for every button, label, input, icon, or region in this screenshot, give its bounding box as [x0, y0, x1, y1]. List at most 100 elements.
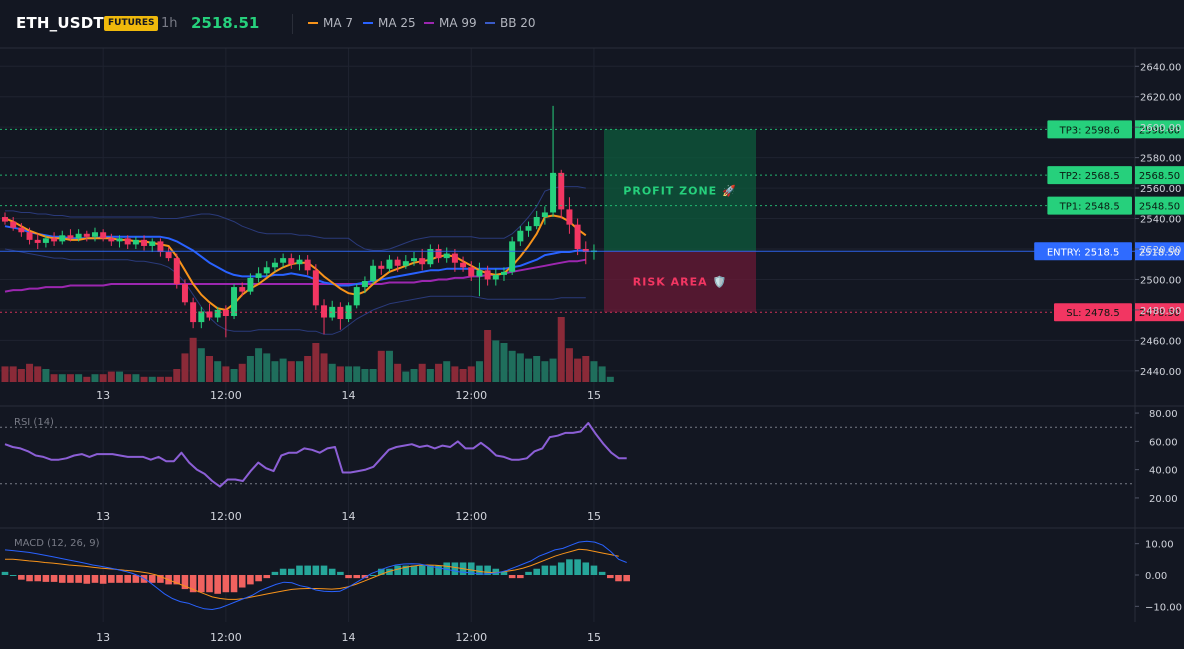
volume-bar [328, 363, 336, 382]
symbol-name[interactable]: ETH_USDT [16, 14, 104, 32]
volume-bar [9, 366, 17, 382]
candle-body [419, 258, 426, 265]
level-tag [1054, 303, 1132, 322]
volume-bar [467, 366, 475, 382]
candle-body [492, 274, 499, 280]
chart-header: ETH_USDT FUTURES 1h 2518.51 MA 7 MA 25 M… [0, 0, 1184, 48]
macd-histogram-bar [214, 575, 221, 594]
timeframe-label[interactable]: 1h [161, 16, 178, 31]
level-price-tag [1135, 303, 1184, 322]
macd-histogram-bar [566, 559, 573, 575]
macd-histogram-bar [345, 575, 352, 579]
legend-bb20[interactable]: BB 20 [485, 16, 536, 30]
main-time-label: 15 [587, 389, 601, 402]
volume-bar [214, 361, 222, 382]
macd-histogram-bar [206, 575, 213, 593]
legend-ma99[interactable]: MA 99 [424, 16, 477, 30]
level-price-label: 2598.60 [1139, 125, 1180, 136]
price-axis-label: 2600.00 [1140, 123, 1181, 134]
header-divider [292, 14, 293, 34]
volume-bar [181, 353, 189, 382]
candle-body [566, 209, 573, 225]
macd-histogram-bar [263, 575, 271, 579]
legend-ma25[interactable]: MA 25 [363, 16, 416, 30]
macd-histogram-bar [607, 575, 614, 579]
macd-histogram-bar [590, 565, 598, 575]
candle-body [18, 227, 25, 233]
macd-histogram-bar [517, 575, 524, 579]
volume-bar [91, 374, 99, 382]
candle-body [108, 238, 115, 242]
candle-body [26, 232, 33, 240]
volume-bar [287, 361, 295, 382]
rsi-axis-label: 80.00 [1149, 409, 1178, 420]
price-axis-label: 2640.00 [1140, 62, 1181, 73]
volume-bar [557, 317, 565, 382]
macd-time-label: 14 [342, 631, 356, 644]
volume-bar [132, 374, 140, 382]
candle-body [247, 277, 254, 292]
macd-histogram-bar [508, 575, 516, 579]
level-tag-label: SL: 2478.5 [1066, 308, 1119, 319]
volume-bar [173, 369, 181, 382]
candle-body [337, 306, 344, 320]
current-price: 2518.51 [191, 14, 260, 32]
macd-histogram-bar [1, 571, 9, 575]
volume-bar [426, 369, 434, 382]
volume-bar [451, 366, 459, 382]
volume-bar [263, 353, 271, 382]
volume-bar [565, 348, 573, 382]
volume-bar [312, 343, 320, 382]
candle-body [271, 262, 278, 268]
volume-bar [525, 358, 533, 382]
price-axis-label: 2540.00 [1140, 215, 1181, 226]
level-tag [1047, 166, 1132, 185]
candle-body [394, 259, 401, 266]
candle-body [10, 221, 17, 228]
candle-body [124, 238, 131, 245]
candle-body [190, 302, 197, 323]
macd-histogram-bar [83, 575, 91, 584]
candle-body [312, 270, 319, 306]
rsi-axis-label: 20.00 [1149, 494, 1178, 505]
level-tag-label: TP3: 2598.6 [1059, 125, 1120, 136]
volume-bar [246, 356, 254, 382]
legend-bb20-label: BB 20 [500, 16, 536, 30]
volume-bar [590, 361, 598, 382]
macd-histogram-bar [320, 565, 328, 575]
volume-bar [385, 350, 393, 382]
macd-histogram-bar [312, 565, 320, 575]
macd-histogram-bar [173, 575, 181, 585]
candle-body [2, 217, 8, 222]
macd-axis-label: −10.00 [1145, 602, 1182, 613]
legend-ma25-label: MA 25 [378, 16, 416, 30]
legend-ma99-swatch [424, 21, 434, 24]
volume-bar [279, 358, 287, 382]
rsi-time-label: 15 [587, 510, 601, 523]
macd-histogram-bar [418, 565, 426, 575]
candle-body [525, 226, 532, 231]
candle-body [157, 241, 164, 253]
volume-bar [230, 369, 238, 382]
candle-body [386, 259, 393, 269]
macd-histogram-bar [541, 565, 549, 575]
candle-body [280, 258, 287, 263]
macd-histogram-bar [296, 565, 303, 575]
macd-histogram-bar [377, 568, 385, 575]
macd-histogram-bar [18, 575, 25, 580]
candle-body [231, 287, 238, 316]
volume-bar [336, 366, 344, 382]
level-price-label: 2518.50 [1139, 247, 1180, 258]
volume-bar [361, 369, 369, 382]
price-axis-label: 2520.00 [1140, 245, 1181, 256]
volume-bar [394, 363, 402, 382]
zone-0 [604, 129, 756, 252]
macd-histogram-bar [394, 565, 401, 575]
candle-body [141, 239, 148, 246]
candle-body [558, 172, 565, 210]
volume-bar [582, 356, 590, 382]
legend-ma7[interactable]: MA 7 [308, 16, 353, 30]
level-price-label: 2568.50 [1139, 171, 1180, 182]
macd-histogram-bar [500, 571, 508, 575]
